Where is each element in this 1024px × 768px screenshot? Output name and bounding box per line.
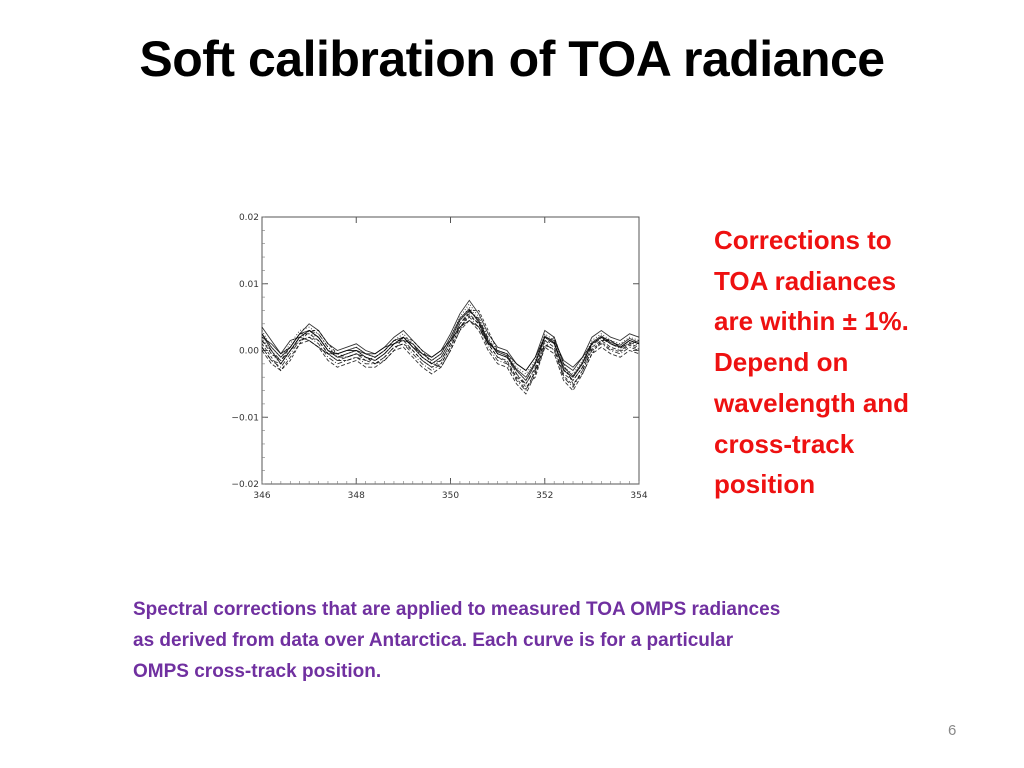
series-line <box>261 308 640 378</box>
x-tick-label: 352 <box>536 491 553 501</box>
callout-line: Depend on <box>714 347 849 378</box>
y-tick-label: −0.02 <box>231 480 259 490</box>
series-line <box>261 315 640 390</box>
series-line <box>261 303 640 375</box>
y-tick-label: 0.00 <box>239 347 259 357</box>
figure-caption: Spectral corrections that are applied to… <box>133 594 933 687</box>
page-number: 6 <box>948 722 957 739</box>
callout-line: are within ± 1%. <box>714 306 909 337</box>
slide-title: Soft calibration of TOA radiance <box>139 31 885 87</box>
spectral-corrections-chart: 0.02 0.01 0.00 −0.01 −0.02 346 348 350 352 354 <box>222 205 662 505</box>
callout-line: wavelength and <box>714 387 910 418</box>
series-line <box>261 311 640 385</box>
y-tick-label: 0.01 <box>239 280 259 290</box>
caption-line: OMPS cross-track position. <box>133 661 382 682</box>
callout-line: position <box>714 469 816 500</box>
y-tick-label: 0.02 <box>239 213 259 223</box>
caption-line: as derived from data over Antarctica. Ea… <box>133 630 734 651</box>
series-line <box>261 319 640 395</box>
series-line <box>261 309 640 388</box>
caption-line: Spectral corrections that are applied to… <box>133 599 781 620</box>
callout-line: Corrections to <box>714 225 892 255</box>
series-line <box>261 299 640 372</box>
x-tick-label: 346 <box>253 491 270 501</box>
callout-line: TOA radiances <box>714 265 897 296</box>
series-line <box>261 316 640 392</box>
callout-line: cross-track <box>714 428 855 459</box>
chart-curves <box>261 299 640 395</box>
x-tick-label: 354 <box>630 491 647 501</box>
x-tick-label: 348 <box>348 491 365 501</box>
callout-text: Corrections to TOA radiances are within … <box>714 220 974 505</box>
y-tick-label: −0.01 <box>231 413 259 423</box>
x-tick-label: 350 <box>442 491 459 501</box>
